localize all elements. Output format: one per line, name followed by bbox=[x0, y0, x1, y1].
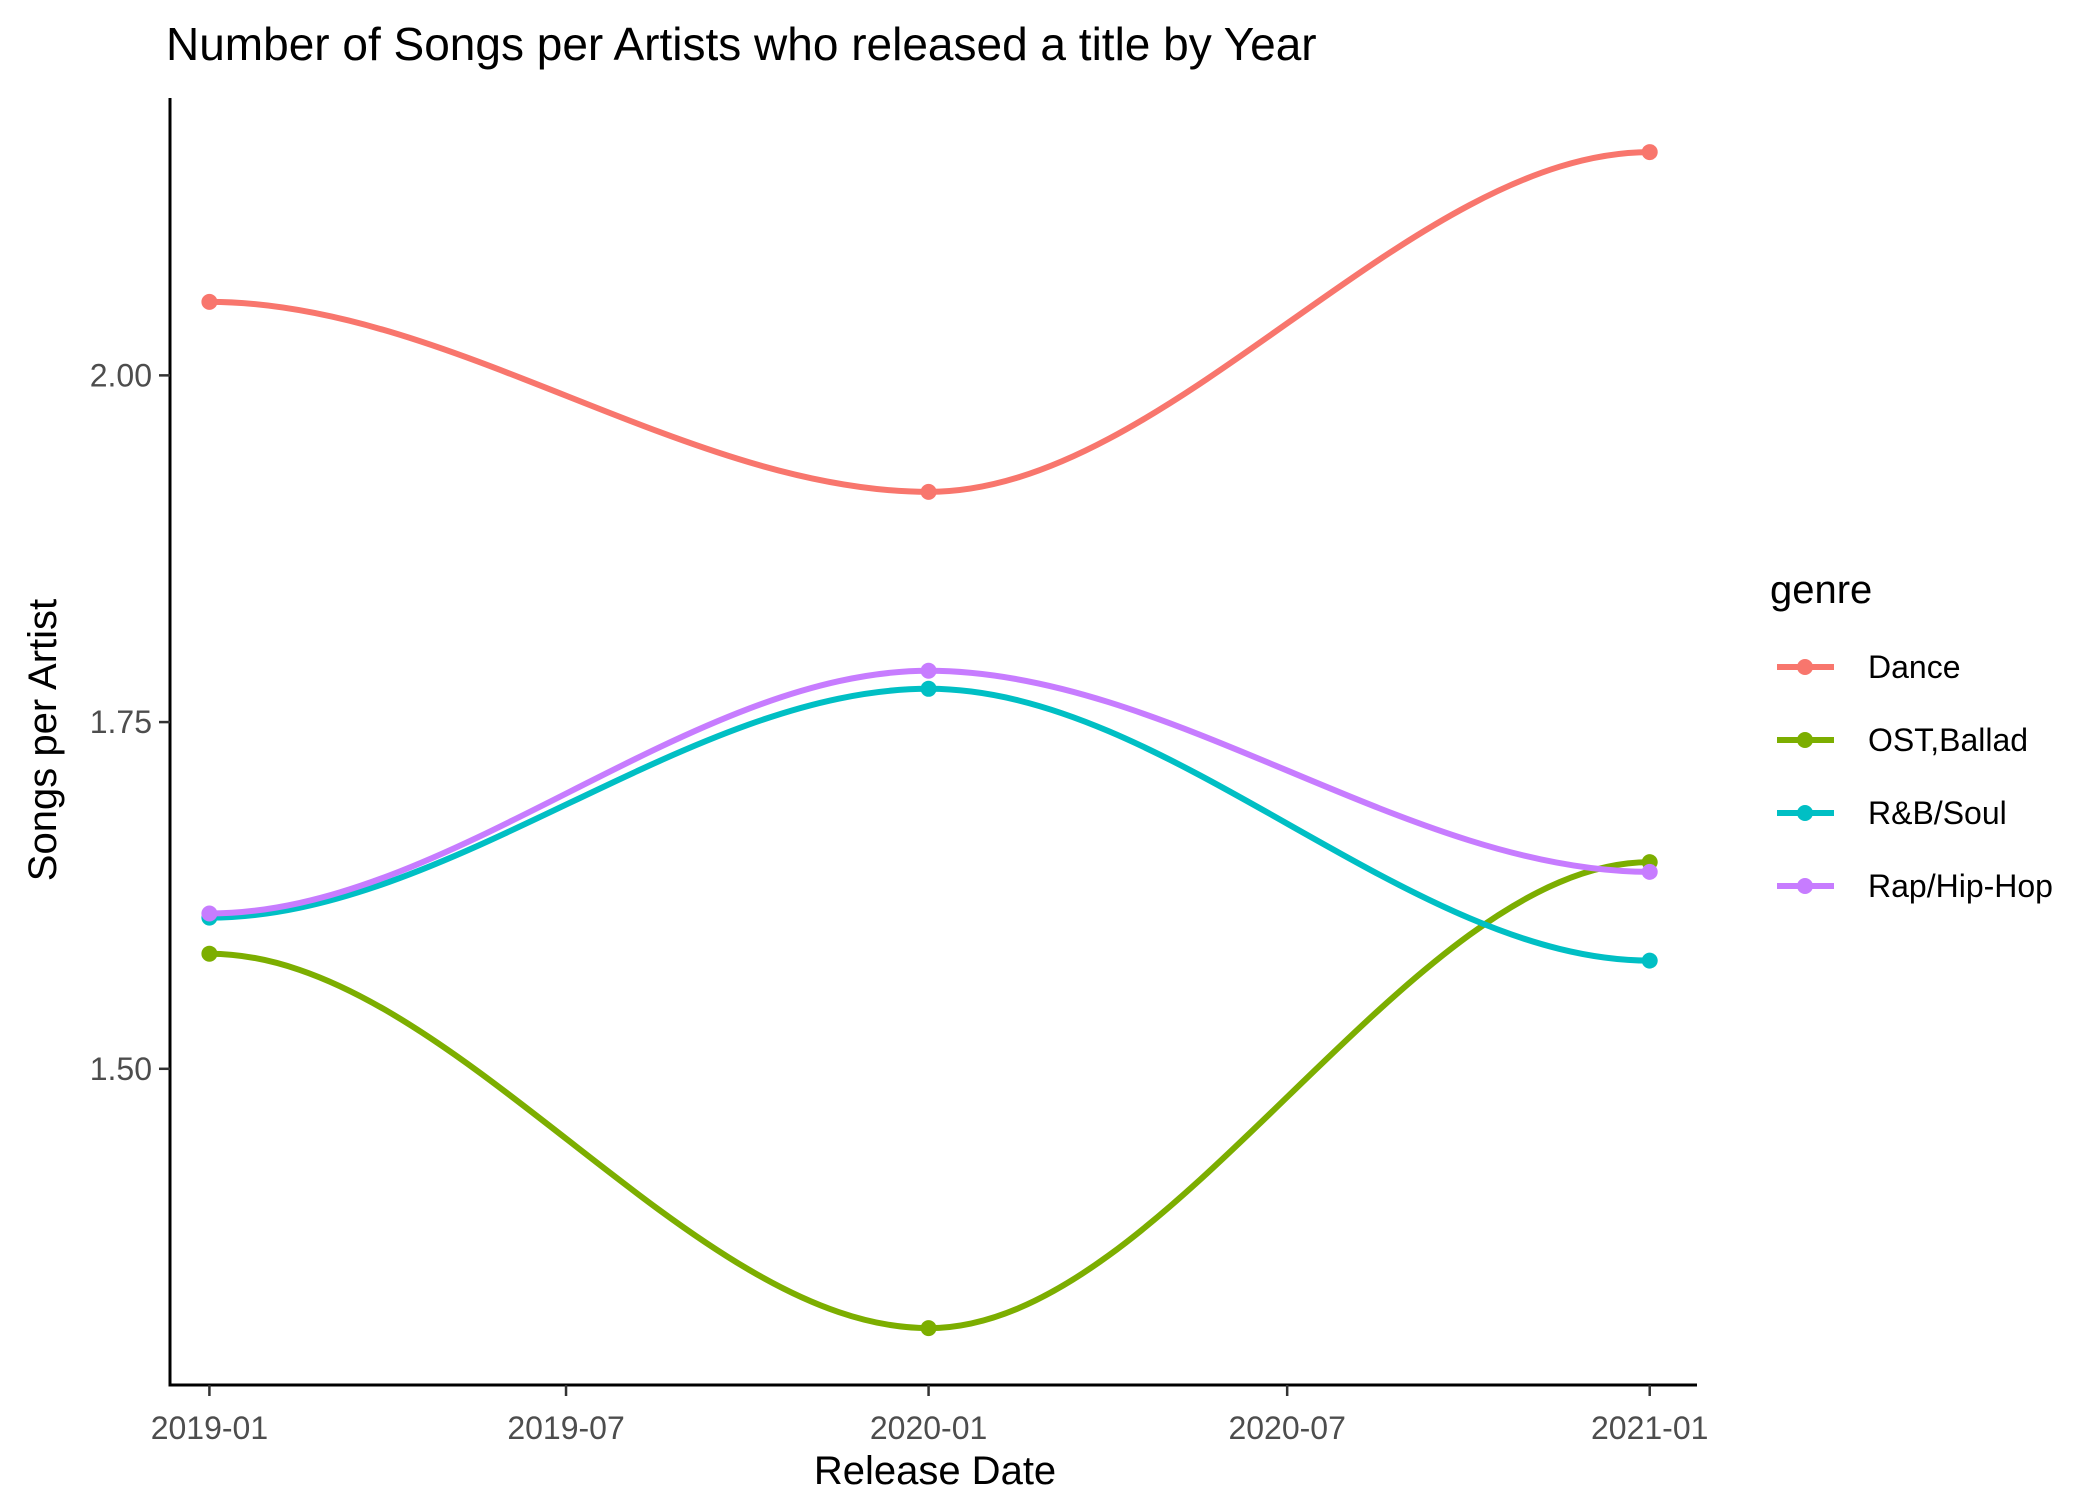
y-tick-label: 1.75 bbox=[90, 704, 152, 740]
plot-area bbox=[201, 144, 1658, 1337]
legend: genre Dance OST,Ballad R&B/Soul Rap/Hip-Hop bbox=[1770, 568, 2053, 904]
axes bbox=[168, 98, 1697, 1387]
data-point bbox=[201, 945, 218, 962]
x-tick-label: 2021-01 bbox=[1591, 1410, 1708, 1446]
x-tick-label: 2020-01 bbox=[870, 1410, 987, 1446]
y-axis-ticks: 1.50 1.75 2.00 bbox=[90, 357, 170, 1087]
x-tick-label: 2020-07 bbox=[1228, 1410, 1345, 1446]
x-tick-label: 2019-07 bbox=[507, 1410, 624, 1446]
legend-label: R&B/Soul bbox=[1868, 795, 2007, 831]
x-axis-title: Release Date bbox=[814, 1449, 1056, 1493]
legend-label: Dance bbox=[1868, 649, 1961, 685]
data-point bbox=[920, 662, 937, 679]
series-line-0 bbox=[206, 149, 1653, 495]
series-line-1 bbox=[206, 859, 1653, 1332]
series-line-3 bbox=[206, 667, 1653, 917]
data-point bbox=[201, 293, 218, 310]
data-point bbox=[920, 483, 937, 500]
legend-label: Rap/Hip-Hop bbox=[1868, 868, 2053, 904]
x-tick-label: 2019-01 bbox=[151, 1410, 268, 1446]
data-point bbox=[1641, 144, 1658, 161]
y-axis-title: Songs per Artist bbox=[21, 599, 65, 881]
x-axis-ticks: 2019-01 2019-07 2020-01 2020-07 2021-01 bbox=[151, 1385, 1708, 1446]
series-line-2 bbox=[206, 685, 1653, 964]
legend-key-point bbox=[1797, 659, 1813, 675]
y-tick-label: 2.00 bbox=[90, 357, 152, 393]
legend-key-point bbox=[1797, 805, 1813, 821]
data-point bbox=[201, 905, 218, 922]
y-tick-label: 1.50 bbox=[90, 1051, 152, 1087]
data-point bbox=[1641, 952, 1658, 969]
legend-label: OST,Ballad bbox=[1868, 722, 2028, 758]
data-point bbox=[1641, 863, 1658, 880]
data-point bbox=[920, 680, 937, 697]
chart-title: Number of Songs per Artists who released… bbox=[166, 18, 1317, 70]
data-point bbox=[920, 1320, 937, 1337]
legend-key-point bbox=[1797, 732, 1813, 748]
legend-title: genre bbox=[1770, 568, 1872, 612]
legend-key-point bbox=[1797, 878, 1813, 894]
